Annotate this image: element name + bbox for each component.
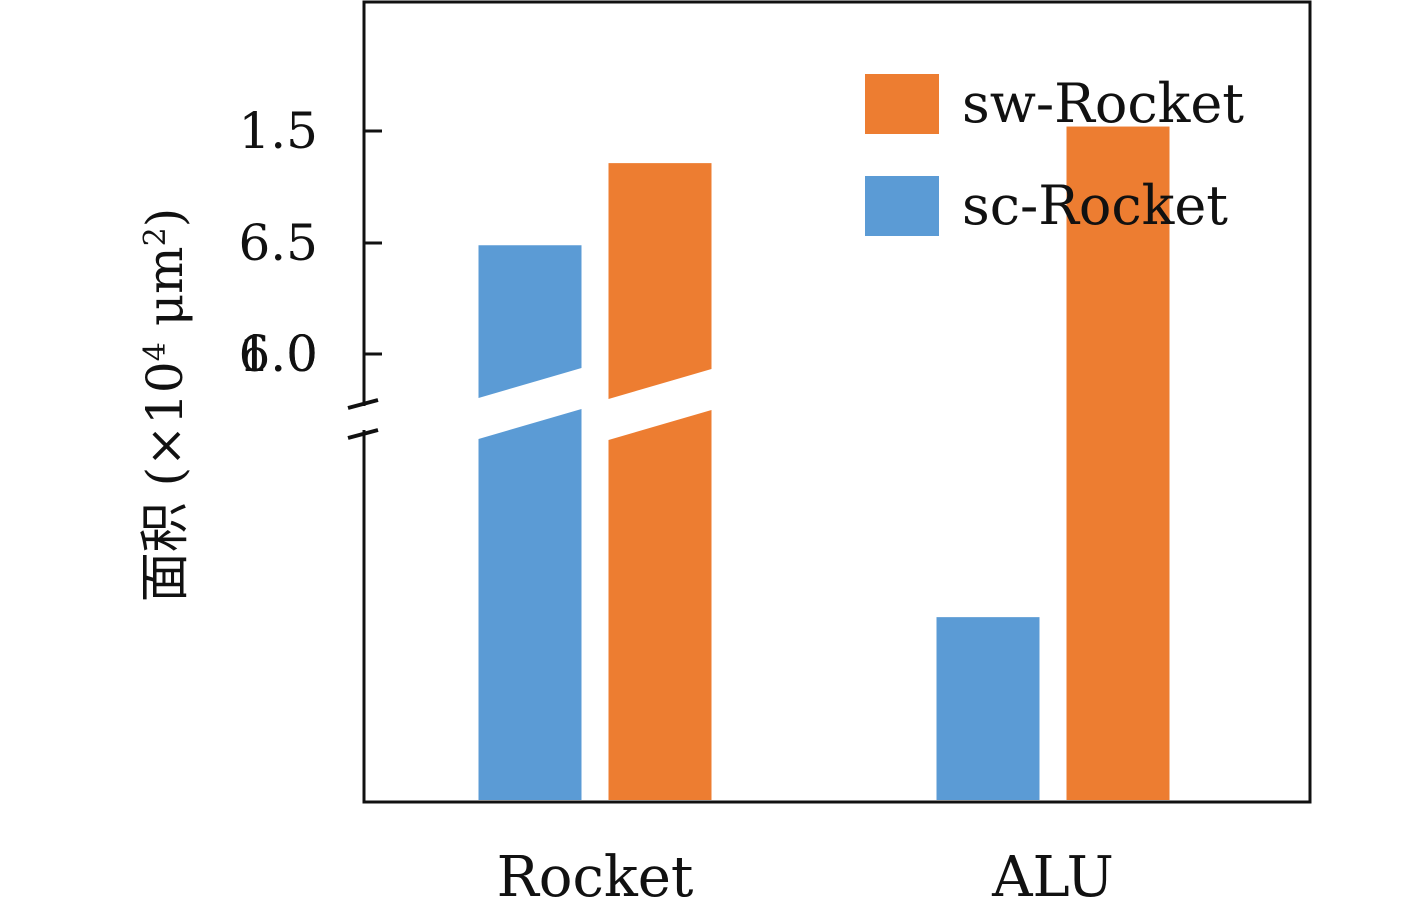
y-axis-label-suffix: ) bbox=[136, 208, 194, 228]
bar-sc-Rocket-Rocket-upper bbox=[478, 245, 582, 398]
legend-label: sw-Rocket bbox=[962, 72, 1244, 135]
y-axis-label-prefix: 面积 (×10 bbox=[136, 361, 194, 602]
axis-break-mark-lower bbox=[347, 428, 379, 440]
x-category-label: ALU bbox=[991, 845, 1114, 910]
y-axis-label-exp1: 4 bbox=[138, 342, 173, 361]
bar-sc-Rocket-ALU bbox=[936, 617, 1040, 800]
axis-break-gap bbox=[356, 406, 372, 430]
y-tick-label: 6.5 bbox=[238, 214, 318, 272]
y-tick-label: 6.0 bbox=[238, 325, 318, 383]
legend-swatch bbox=[865, 176, 939, 236]
y-axis-label: 面积 (×104 μm2) bbox=[136, 208, 194, 602]
legend-swatch bbox=[865, 74, 939, 134]
legend-label: sc-Rocket bbox=[962, 174, 1228, 237]
legend: sw-Rocket sc-Rocket bbox=[865, 72, 1244, 237]
y-tick-label: 1.0 bbox=[238, 325, 318, 383]
bar-sw-Rocket-ALU bbox=[1066, 126, 1170, 801]
y-axis-label-exp2: 2 bbox=[138, 227, 173, 246]
bar-sw-Rocket-Rocket-lower bbox=[608, 410, 712, 800]
y-tick-label: 1.5 bbox=[238, 102, 318, 160]
bar-sc-Rocket-Rocket-lower bbox=[478, 409, 582, 800]
y-axis-label-mid: μm bbox=[136, 246, 194, 342]
x-category-label: Rocket bbox=[497, 845, 694, 910]
bar-sw-Rocket-Rocket-upper bbox=[608, 163, 712, 399]
axis-break-mark-upper bbox=[347, 398, 379, 410]
